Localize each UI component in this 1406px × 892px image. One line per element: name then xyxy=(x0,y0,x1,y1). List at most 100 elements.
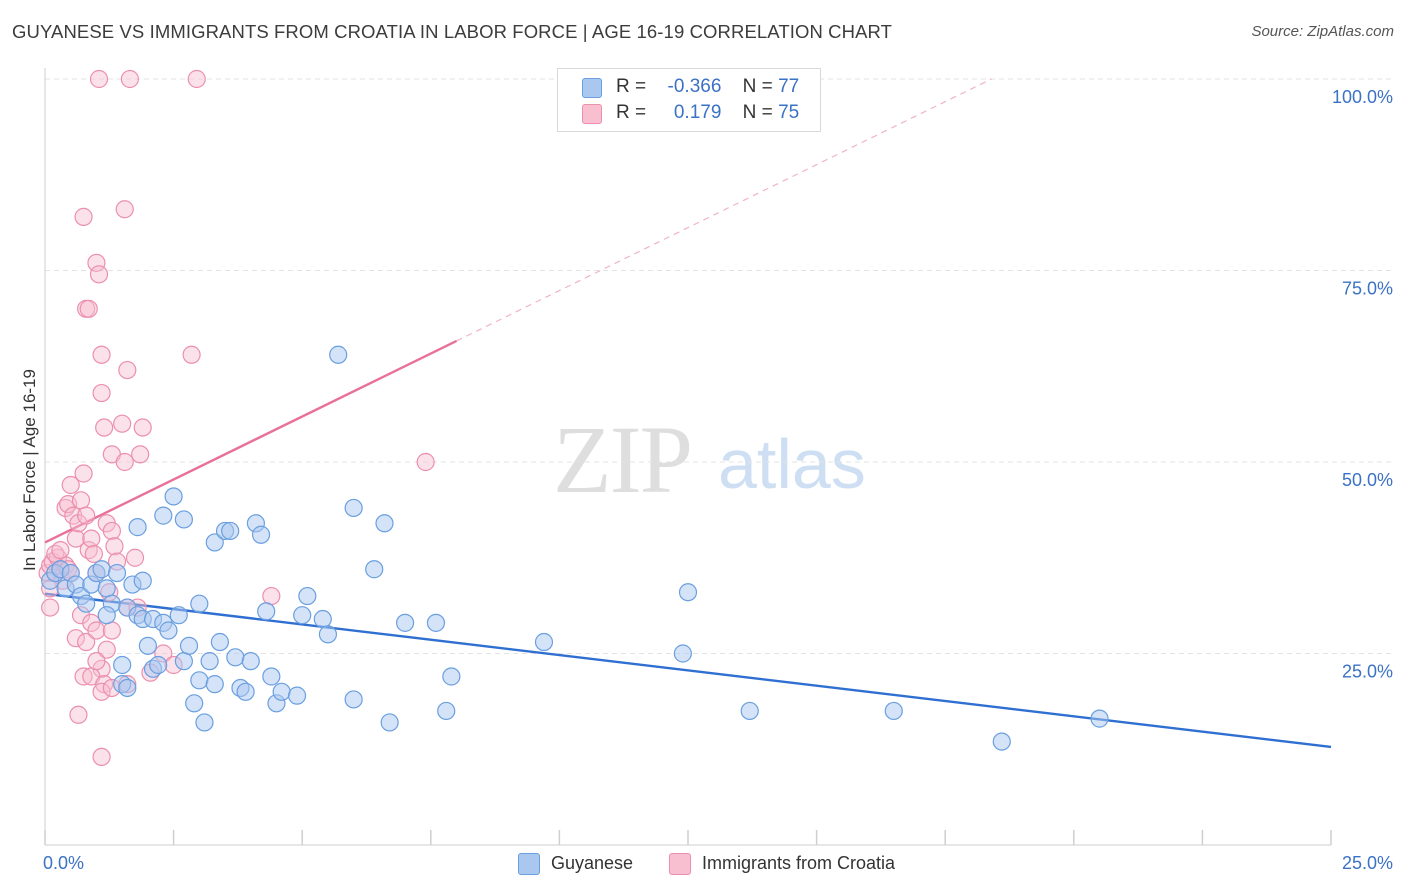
guyanese-point xyxy=(251,525,271,544)
croatia-point xyxy=(125,548,145,567)
croatia-point xyxy=(77,632,96,652)
bottom-legend-label: Immigrants from Croatia xyxy=(702,853,896,873)
guyanese-point xyxy=(221,521,240,541)
croatia-point xyxy=(89,69,109,89)
guyanese-point xyxy=(185,694,204,713)
guyanese-point xyxy=(159,621,178,640)
axes xyxy=(44,68,1332,846)
croatia-point xyxy=(118,360,137,380)
guyanese-point xyxy=(426,613,446,632)
legend-r-value: 0.179 xyxy=(673,102,722,123)
croatia-point xyxy=(97,640,116,659)
legend-n-label: N = xyxy=(742,76,773,97)
bottom-legend-swatch-pink xyxy=(669,853,691,875)
guyanese-point xyxy=(380,713,399,732)
guyanese-point xyxy=(1090,709,1109,728)
croatia-point xyxy=(115,452,134,472)
bottom-legend-label: Guyanese xyxy=(551,853,634,873)
legend-swatch-pink xyxy=(582,104,602,124)
guyanese-point xyxy=(375,514,394,533)
guyanese-point xyxy=(149,655,168,675)
croatia-point xyxy=(102,621,121,640)
croatia-point xyxy=(416,452,435,472)
croatia-point xyxy=(51,540,70,560)
croatia-trend-line xyxy=(44,339,458,544)
guyanese-point xyxy=(365,560,384,579)
guyanese-point xyxy=(992,732,1011,751)
croatia-point xyxy=(66,629,85,648)
y-tick-label: 25.0% xyxy=(1342,662,1393,682)
croatia-point xyxy=(84,544,103,564)
y-tick-label: 50.0% xyxy=(1342,470,1393,490)
guyanese-point xyxy=(257,602,276,621)
guyanese-point xyxy=(740,701,759,721)
watermark-zip: ZIP xyxy=(553,406,691,513)
croatia-point xyxy=(66,529,85,548)
trend-lines xyxy=(44,78,1332,749)
guyanese-point xyxy=(113,655,132,675)
croatia-point xyxy=(92,383,111,403)
guyanese-point xyxy=(174,652,193,671)
croatia-point xyxy=(182,345,201,364)
croatia-point xyxy=(95,418,114,437)
guyanese-point xyxy=(138,636,157,655)
correlation-legend: R = -0.366 N = 77 R = 0.179 N = 75 xyxy=(557,68,821,132)
legend-r-label: R = xyxy=(616,102,647,123)
croatia-point xyxy=(74,667,93,686)
grid xyxy=(45,78,1392,654)
croatia-point xyxy=(89,265,109,284)
y-tick-label: 100.0% xyxy=(1332,87,1393,107)
guyanese-point xyxy=(118,678,137,698)
guyanese-point xyxy=(437,701,456,721)
legend-swatch-blue xyxy=(582,78,602,98)
croatia-point xyxy=(87,621,106,640)
bottom-legend-swatch-blue xyxy=(518,853,540,875)
guyanese-point xyxy=(298,586,317,606)
guyanese-point xyxy=(262,667,281,686)
croatia-point xyxy=(120,69,139,89)
guyanese-point xyxy=(205,533,224,552)
croatia-point xyxy=(115,200,134,219)
guyanese-point xyxy=(190,594,209,613)
croatia-point xyxy=(187,69,206,89)
croatia-points xyxy=(38,69,435,767)
guyanese-point xyxy=(169,606,188,625)
guyanese-point xyxy=(92,560,111,579)
croatia-point xyxy=(74,207,93,226)
croatia-point xyxy=(133,418,152,437)
guyanese-point xyxy=(534,632,554,652)
guyanese-point xyxy=(154,506,173,525)
guyanese-point xyxy=(133,571,152,590)
guyanese-point xyxy=(344,498,363,518)
guyanese-point xyxy=(195,713,214,732)
guyanese-point xyxy=(241,652,260,671)
croatia-point xyxy=(87,253,106,272)
guyanese-point xyxy=(97,606,116,625)
x-tick-label: 25.0% xyxy=(1342,853,1393,873)
croatia-point xyxy=(61,475,80,495)
guyanese-point xyxy=(164,487,183,506)
guyanese-point xyxy=(287,686,307,705)
guyanese-point xyxy=(205,675,224,694)
legend-n-label: N = xyxy=(742,102,773,123)
guyanese-point xyxy=(313,609,332,629)
watermark-atlas: atlas xyxy=(718,425,866,503)
guyanese-point xyxy=(673,644,692,663)
legend-r-value: -0.366 xyxy=(667,76,722,97)
guyanese-point xyxy=(293,606,312,625)
croatia-point xyxy=(131,445,150,464)
croatia-point xyxy=(79,299,98,318)
legend-n-value: 75 xyxy=(778,102,800,123)
guyanese-point xyxy=(344,690,363,709)
croatia-point xyxy=(74,464,93,483)
y-tick-label: 75.0% xyxy=(1342,279,1393,299)
croatia-point xyxy=(69,514,88,533)
croatia-point xyxy=(82,529,101,548)
legend-r-label: R = xyxy=(616,76,647,97)
guyanese-point xyxy=(174,510,193,529)
guyanese-point xyxy=(226,648,245,667)
guyanese-point xyxy=(107,563,127,583)
tick-labels: 25.0% 50.0% 75.0% 100.0% 0.0% 25.0% xyxy=(43,87,1393,873)
watermark: ZIP atlas xyxy=(553,406,866,513)
